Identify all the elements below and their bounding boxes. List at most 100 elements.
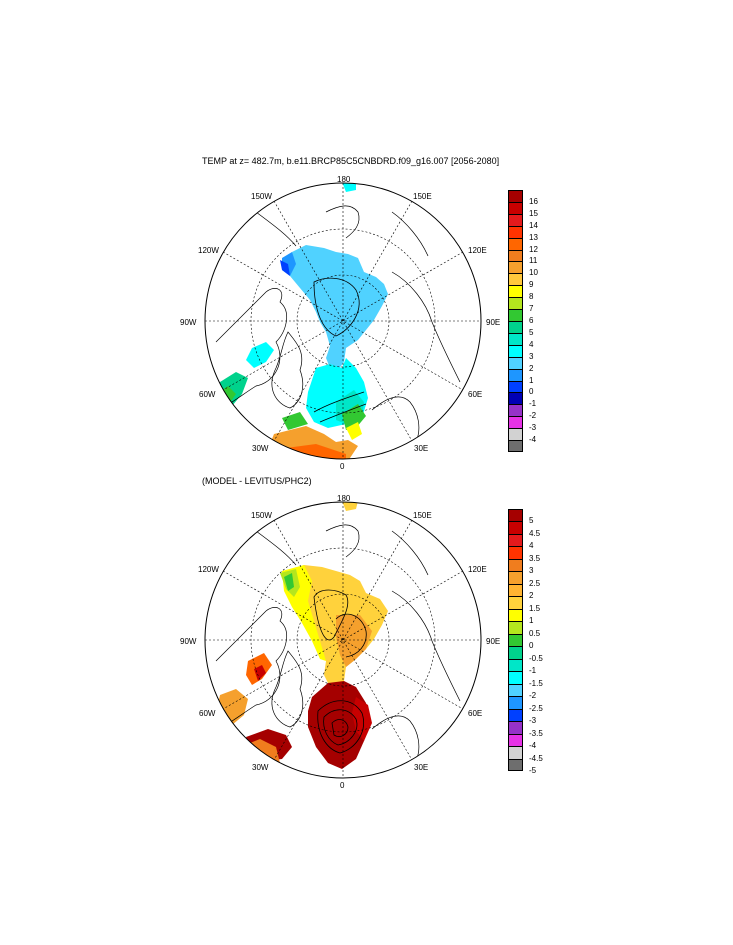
colorbar-swatch	[508, 416, 523, 429]
colorbar-swatch	[508, 213, 523, 227]
colorbar-tick-label: 3	[529, 351, 534, 361]
colorbar-swatch	[508, 608, 523, 622]
colorbar-swatch	[508, 571, 523, 585]
colorbar-tick-label: 1	[529, 375, 534, 385]
colorbar-swatch	[508, 746, 523, 760]
colorbar-tick-label: 15	[529, 208, 538, 218]
colorbar-tick-label: 0	[529, 387, 534, 397]
greenland-coastline	[271, 650, 304, 728]
colorbar-swatch	[508, 558, 523, 572]
polar-map-temperature	[204, 182, 482, 460]
colorbar-swatch	[508, 297, 523, 310]
contour-line	[335, 613, 367, 658]
colorbar-swatch	[508, 583, 523, 597]
lon-label-90w: 90W	[180, 637, 197, 646]
colorbar-swatch	[508, 509, 523, 522]
colorbar-swatch	[508, 190, 523, 203]
colorbar-swatch	[508, 708, 523, 722]
colorbar-tick-label: -1	[529, 399, 537, 409]
chukotka-coastline	[391, 530, 429, 576]
colorbar-swatch	[508, 521, 523, 535]
colorbar-swatch	[508, 546, 523, 560]
colorbar-tick-label: 7	[529, 304, 534, 314]
arctic-basin-field	[286, 245, 388, 370]
colorbar-tick-label: 0	[529, 641, 534, 651]
lon-label-150e: 150E	[413, 192, 432, 201]
lon-label-120e: 120E	[468, 565, 487, 574]
colorbar-swatch	[508, 285, 523, 298]
siberia-coastline	[391, 271, 461, 383]
colorbar-swatch	[508, 758, 523, 772]
lon-label-0: 0	[340, 781, 345, 790]
cold-pool-field	[280, 260, 290, 276]
greenland-coastline	[271, 331, 304, 409]
colorbar-temperature: 16 15 14 13 12 11 10 9 8 7 6 5 4 3 2 1 0 -1 -2 -3 -4	[508, 190, 538, 453]
lon-label-0: 0	[340, 462, 345, 471]
lon-label-90e: 90E	[486, 637, 501, 646]
lon-label-30w: 30W	[252, 763, 269, 772]
polar-map-anomaly	[204, 501, 482, 779]
colorbar-tick-label: 13	[529, 232, 538, 242]
lon-label-90w: 90W	[180, 318, 197, 327]
lon-label-120e: 120E	[468, 246, 487, 255]
colorbar-swatch	[508, 201, 523, 215]
colorbar-swatch	[508, 621, 523, 635]
colorbar-swatch	[508, 368, 523, 382]
norwegian-sea-field	[352, 697, 372, 741]
lon-label-180: 180	[337, 175, 351, 184]
colorbar-tick-label: 14	[529, 220, 538, 230]
colorbar-tick-label: 4	[529, 541, 534, 551]
lon-label-30e: 30E	[414, 444, 429, 453]
colorbar-tick-label: -2	[529, 411, 537, 421]
colorbar-tick-label: -3.5	[529, 728, 543, 738]
colorbar-tick-label: -2.5	[529, 703, 543, 713]
colorbar-swatch	[508, 261, 523, 274]
colorbar-tick-label: 2.5	[529, 578, 541, 588]
colorbar-tick-label: 6	[529, 316, 534, 325]
lon-label-30w: 30W	[252, 444, 269, 453]
pacific-field	[342, 183, 356, 192]
pacific-field	[342, 502, 358, 511]
map-boundary	[204, 182, 482, 460]
lon-label-30e: 30E	[414, 763, 429, 772]
colorbar-tick-label: 3.5	[529, 553, 541, 563]
colorbar-swatch	[508, 696, 523, 710]
scandinavia-coastline	[371, 396, 420, 443]
colorbar-tick-label: 12	[529, 244, 538, 254]
lon-label-60e: 60E	[468, 390, 483, 399]
lon-label-150w: 150W	[251, 511, 272, 520]
colorbar-tick-label: 4	[529, 339, 534, 349]
contour-line	[323, 709, 358, 746]
lon-label-150e: 150E	[413, 511, 432, 520]
lon-label-60e: 60E	[468, 709, 483, 718]
colorbar-tick-label: 2	[529, 363, 534, 373]
lon-label-120w: 120W	[198, 246, 219, 255]
colorbar-tick-label: 1	[529, 616, 534, 626]
colorbar-tick-label: -0.5	[529, 653, 543, 663]
colorbar-swatch	[508, 249, 523, 262]
colorbar-tick-label: -4	[529, 741, 537, 751]
atlantic-field-warm	[286, 444, 346, 459]
colorbar-tick-label: 3	[529, 566, 534, 576]
colorbar-swatch	[508, 633, 523, 647]
colorbar-swatch	[508, 392, 523, 405]
contour-line	[331, 719, 349, 737]
colorbar-swatch	[508, 332, 523, 346]
colorbar-tick-label: 4.5	[529, 528, 541, 538]
contour-line	[313, 589, 349, 641]
colorbar-swatch	[508, 225, 523, 239]
colorbar-anomaly: 5 4.5 4 3.5 3 2.5 2 1.5 1 0.5 0 -0.5 -1 -1.5 -2 -2.5 -3 -…	[508, 509, 543, 775]
alaska-coastline	[255, 211, 297, 247]
map-title: TEMP at z= 482.7m, b.e11.BRCP85C5CNBDRD.…	[202, 156, 500, 166]
colorbar-swatch	[508, 658, 523, 672]
colorbar-tick-label: 16	[529, 196, 538, 206]
baffin-field-hot	[254, 665, 266, 681]
colorbar-tick-label: -3	[529, 716, 537, 726]
contour-line	[313, 391, 365, 413]
bering-coastline	[325, 205, 360, 239]
colorbar-tick-label: -4	[529, 435, 537, 445]
north-america-coastline	[211, 288, 287, 413]
colorbar-swatch	[508, 356, 523, 370]
canada-basin-field-2	[284, 573, 294, 591]
colorbar-swatch	[508, 380, 523, 393]
